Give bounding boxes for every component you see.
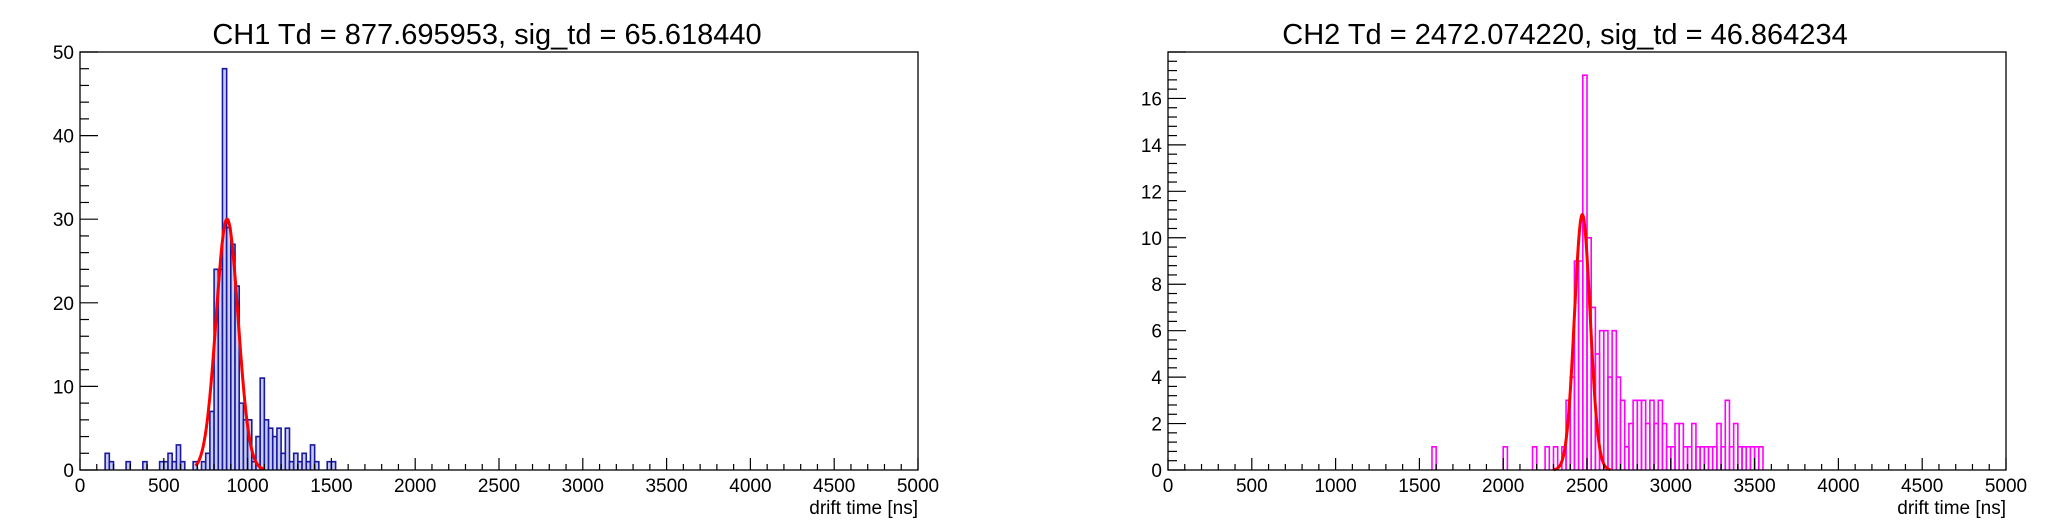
ch1-histogram-bin bbox=[276, 427, 282, 470]
ch2-x-tick-label: 1000 bbox=[1314, 476, 1356, 497]
ch1-y-tick-label: 20 bbox=[53, 294, 74, 315]
ch2-histogram-bin bbox=[1724, 399, 1731, 470]
ch1-y-tick-label: 40 bbox=[53, 127, 74, 148]
ch1-y-axis: 0 10 20 30 40 50 bbox=[53, 43, 98, 482]
ch1-x-tick-label: 2000 bbox=[394, 476, 436, 497]
ch1-x-tick-label: 5000 bbox=[897, 476, 939, 497]
ch2-x-tick-label: 5000 bbox=[1985, 476, 2027, 497]
ch2-y-tick-label: 10 bbox=[1141, 229, 1162, 250]
ch2-x-tick-label: 2500 bbox=[1566, 476, 1608, 497]
ch2-y-tick-label: 6 bbox=[1151, 322, 1162, 343]
ch1-x-tick-label: 3000 bbox=[562, 476, 604, 497]
ch1-histogram-bin bbox=[125, 460, 132, 470]
ch1-x-tick-label: 0 bbox=[75, 476, 86, 497]
ch2-x-tick-label: 1500 bbox=[1398, 476, 1440, 497]
ch2-histogram-bin bbox=[1619, 399, 1626, 470]
ch1-chart-panel: CH1 Td = 877.695953, sig_td = 65.618440 … bbox=[53, 19, 939, 519]
ch2-x-axis-label: drift time [ns] bbox=[1897, 498, 2006, 519]
ch1-x-axis: 0 500 1000 1500 2000 2500 3000 3500 4000 4500 5000 bbox=[75, 458, 939, 497]
ch2-y-tick-label: 0 bbox=[1151, 461, 1162, 482]
ch1-x-tick-label: 4500 bbox=[813, 476, 855, 497]
ch2-y-tick-label: 8 bbox=[1151, 275, 1162, 296]
ch2-histogram-bin bbox=[1431, 445, 1437, 470]
ch1-histogram-bin bbox=[284, 427, 291, 470]
ch1-y-tick-label: 10 bbox=[53, 377, 74, 398]
ch1-histogram-bin bbox=[142, 460, 148, 470]
ch1-histogram-bin bbox=[313, 460, 320, 470]
ch2-y-tick-label: 4 bbox=[1151, 368, 1162, 389]
ch2-histogram bbox=[1431, 74, 1764, 470]
ch2-chart-panel: CH2 Td = 2472.074220, sig_td = 46.864234… bbox=[1141, 19, 2027, 519]
ch2-x-tick-label: 4000 bbox=[1817, 476, 1859, 497]
ch1-gaussian-fit bbox=[194, 217, 265, 471]
ch2-histogram-bin bbox=[1502, 445, 1509, 470]
ch2-x-axis: 0 500 1000 1500 2000 2500 3000 3500 4000 4500 5000 bbox=[1163, 458, 2027, 497]
ch1-histogram-bin bbox=[175, 444, 182, 470]
ch1-histogram-bin bbox=[179, 460, 186, 470]
ch2-y-tick-label: 14 bbox=[1141, 136, 1163, 157]
ch1-x-tick-label: 1000 bbox=[226, 476, 268, 497]
ch1-histogram-bin bbox=[309, 444, 316, 470]
ch1-histogram-bin bbox=[108, 460, 115, 470]
ch1-plot-frame bbox=[79, 51, 919, 471]
ch2-y-tick-label: 12 bbox=[1141, 182, 1162, 203]
ch2-x-tick-label: 3500 bbox=[1733, 476, 1775, 497]
ch2-fit-curve bbox=[1553, 212, 1611, 472]
ch1-x-tick-label: 3500 bbox=[645, 476, 687, 497]
ch1-x-tick-label: 4000 bbox=[729, 476, 771, 497]
ch1-x-axis-label: drift time [ns] bbox=[809, 498, 918, 519]
ch2-x-tick-label: 3000 bbox=[1650, 476, 1692, 497]
ch2-gaussian-fit bbox=[1553, 212, 1611, 472]
ch2-x-tick-label: 4500 bbox=[1901, 476, 1943, 497]
ch1-y-tick-label: 0 bbox=[63, 461, 74, 482]
ch2-y-tick-label: 2 bbox=[1151, 415, 1162, 436]
ch2-y-tick-label: 16 bbox=[1141, 89, 1162, 110]
ch1-x-tick-label: 1500 bbox=[310, 476, 352, 497]
ch1-histogram-bin bbox=[330, 460, 337, 470]
ch2-histogram-bin bbox=[1531, 445, 1538, 470]
ch2-chart-title: CH2 Td = 2472.074220, sig_td = 46.864234 bbox=[1282, 19, 1847, 51]
ch2-histogram-bin bbox=[1544, 445, 1551, 470]
ch1-fit-curve bbox=[194, 217, 265, 471]
ch2-y-axis: 0 2 4 6 8 10 12 14 16 bbox=[1141, 51, 1186, 482]
ch1-y-tick-label: 30 bbox=[53, 210, 74, 231]
ch1-x-tick-label: 2500 bbox=[478, 476, 520, 497]
ch1-y-tick-label: 50 bbox=[53, 43, 74, 64]
ch2-histogram-bin bbox=[1757, 445, 1764, 470]
ch2-histogram-bin bbox=[1552, 445, 1559, 470]
ch1-x-tick-label: 500 bbox=[148, 476, 180, 497]
ch1-chart-title: CH1 Td = 877.695953, sig_td = 65.618440 bbox=[212, 19, 761, 51]
ch2-x-tick-label: 2000 bbox=[1482, 476, 1524, 497]
ch2-x-tick-label: 0 bbox=[1163, 476, 1174, 497]
ch2-x-tick-label: 500 bbox=[1236, 476, 1268, 497]
